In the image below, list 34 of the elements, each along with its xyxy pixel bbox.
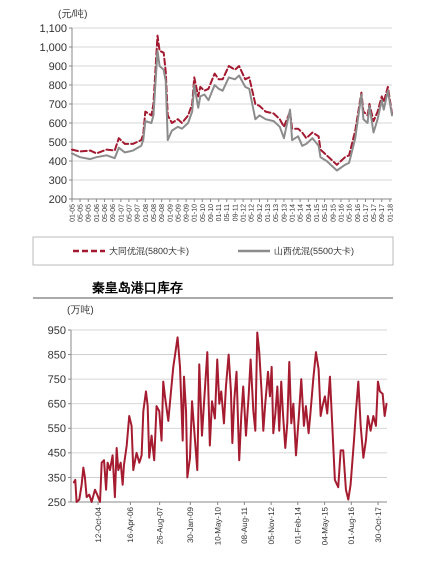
y-tick-label: 800: [48, 80, 67, 92]
y-tick-label: 300: [48, 174, 67, 187]
x-tick-label: 08-Aug-11: [240, 506, 250, 544]
x-tick-label: 26-Aug-07: [155, 506, 164, 544]
x-tick-label: 30-Jan-09: [186, 506, 196, 544]
y-tick-label: 650: [48, 398, 66, 411]
x-tick-label: 01-Feb-14: [294, 506, 303, 544]
y-tick-label: 400: [48, 156, 67, 168]
y-tick-label: 1,100: [39, 22, 67, 35]
y-tick-label: 200: [48, 194, 67, 206]
y-tick-label: 850: [48, 349, 66, 362]
x-tick-label: 12-Oct-04: [94, 506, 103, 543]
chart-title: 秦皇岛港口库存: [92, 280, 183, 295]
y-tick-label: 600: [48, 118, 67, 130]
x-tick-label: 04-May-15: [320, 506, 330, 546]
x-tick-label: 01-Aug-16: [347, 506, 356, 544]
y-tick-label: 550: [48, 423, 66, 436]
x-tick-label: 16-Apr-06: [126, 506, 136, 543]
y-tick-label: 950: [48, 324, 66, 337]
y-axis-title: (元/吨): [58, 8, 88, 20]
y-tick-label: 900: [48, 60, 67, 73]
y-tick-label: 1,000: [39, 42, 67, 54]
y-tick-label: 250: [48, 496, 66, 509]
y-tick-label: 450: [48, 448, 66, 460]
x-tick-label: 10-May-10: [213, 506, 222, 546]
y-tick-label: 350: [48, 472, 66, 484]
y-tick-label: 750: [48, 374, 66, 386]
y-axis-title: (万吨): [67, 304, 94, 316]
legend-label: 山西优混(5500大卡): [274, 246, 354, 256]
y-tick-label: 500: [48, 136, 67, 149]
legend-label: 大同优混(5800大卡): [109, 246, 190, 256]
x-tick-label: 30-Oct-17: [374, 506, 383, 543]
x-tick-label: 05-Nov-12: [266, 506, 276, 544]
y-tick-label: 700: [48, 98, 67, 111]
